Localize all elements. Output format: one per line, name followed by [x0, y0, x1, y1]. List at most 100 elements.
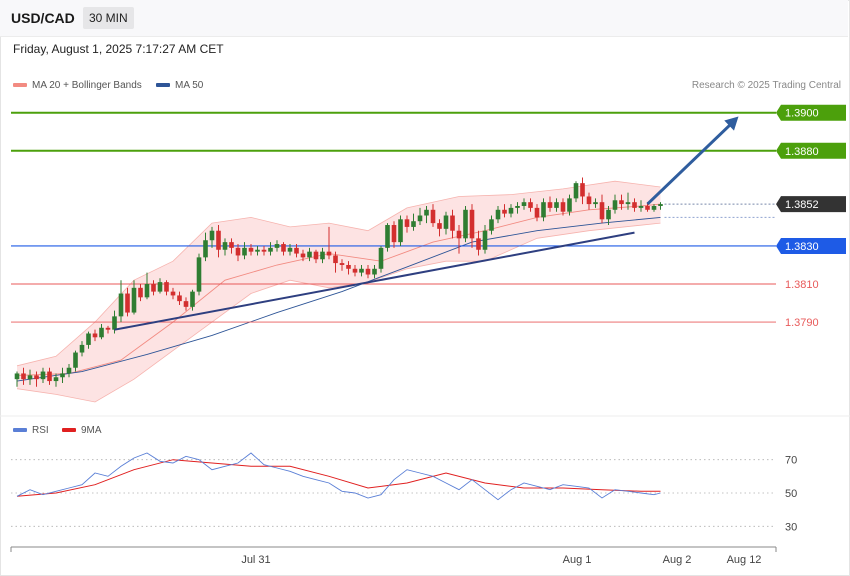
bollinger-band-fill: [17, 181, 661, 402]
candle-body: [99, 327, 104, 338]
candle-body: [489, 219, 494, 231]
candle-body: [658, 204, 663, 206]
legend-rsi-ma: 9MA: [62, 425, 102, 436]
candle-body: [456, 230, 462, 239]
candle-body: [144, 284, 150, 298]
candle-body: [346, 264, 351, 269]
candle-body: [580, 183, 585, 197]
candle-body: [385, 225, 390, 248]
legend-bollinger: MA 20 + Bollinger Bands: [13, 80, 142, 91]
legend-rsi-label: RSI: [32, 425, 49, 436]
candle-body: [112, 316, 117, 330]
candle-body: [60, 373, 65, 378]
candle-body: [573, 183, 579, 199]
candle-body: [521, 202, 527, 206]
candle-body: [339, 263, 345, 265]
legend-ma50: MA 50: [156, 80, 203, 91]
candle-body: [313, 251, 319, 260]
candle-body: [508, 207, 514, 214]
candle-body: [177, 295, 182, 302]
candle-body: [534, 207, 540, 218]
candle-body: [599, 202, 605, 220]
candle-body: [417, 215, 423, 222]
candle-body: [443, 215, 449, 229]
candle-body: [541, 202, 546, 218]
candle-body: [645, 205, 650, 210]
candle-body: [73, 352, 78, 368]
candle-body: [515, 205, 520, 208]
candle-body: [463, 209, 468, 239]
candle-body: [105, 327, 111, 330]
price-tag-label-1.3852: 1.3852: [785, 199, 819, 211]
price-tag-1.3852: [776, 196, 846, 213]
rsi-level-label-70: 70: [785, 455, 797, 467]
price-tag-1.3830: [776, 237, 846, 254]
candle-body: [125, 293, 130, 313]
timeframe-button[interactable]: 30 MIN: [83, 7, 134, 29]
candle-body: [625, 202, 631, 205]
candle-body: [567, 198, 572, 212]
candle-body: [34, 375, 39, 380]
rsi-level-label-30: 30: [785, 521, 797, 533]
candle-body: [352, 268, 358, 273]
legend-rsi-ma-label: 9MA: [81, 425, 102, 436]
candle-body: [157, 282, 163, 292]
candle-body: [261, 249, 267, 252]
candle-body: [294, 247, 299, 254]
candle-body: [190, 291, 195, 307]
candle-body: [320, 251, 325, 260]
ma50-swatch: [156, 83, 170, 88]
candle-body: [632, 202, 637, 208]
candles-group: [14, 177, 663, 387]
candle-body: [183, 301, 189, 307]
price-level-label-1.3790: 1.3790: [785, 317, 819, 329]
rsi-ma-line: [16, 459, 661, 497]
candle-body: [268, 247, 273, 252]
candle-body: [560, 202, 566, 212]
candle-body: [242, 247, 247, 256]
candle-body: [248, 247, 254, 252]
legend-rsi: RSI: [13, 425, 49, 436]
legend-ma50-label: MA 50: [175, 80, 204, 91]
candle-body: [326, 251, 332, 256]
candle-body: [79, 344, 85, 353]
price-tag-label-1.3880: 1.3880: [785, 146, 819, 158]
candle-body: [53, 377, 59, 382]
candle-body: [430, 209, 436, 224]
candle-body: [554, 202, 559, 208]
candle-body: [216, 230, 221, 250]
candle-body: [170, 291, 176, 296]
candle-body: [404, 219, 410, 227]
candle-body: [196, 257, 202, 292]
candle-body: [222, 242, 228, 250]
candle-body: [255, 249, 260, 252]
candle-body: [229, 242, 234, 248]
candle-body: [651, 205, 657, 210]
candle-body: [476, 238, 481, 250]
candle-body: [391, 225, 397, 243]
rsi-level-label-50: 50: [785, 488, 797, 500]
rsi-ma-swatch: [62, 428, 76, 433]
x-tick-label: Aug 1: [563, 554, 592, 566]
candle-body: [437, 223, 442, 229]
candle-body: [482, 230, 488, 250]
candle-body: [307, 251, 312, 258]
candle-body: [151, 284, 156, 292]
candle-body: [235, 247, 241, 256]
candle-body: [469, 209, 475, 239]
x-tick-label: Aug 2: [663, 554, 692, 566]
legend-bollinger-label: MA 20 + Bollinger Bands: [32, 80, 142, 91]
candle-body: [14, 373, 20, 380]
candle-body: [47, 371, 52, 382]
candle-body: [281, 244, 286, 252]
candle-body: [92, 333, 98, 338]
candle-body: [40, 371, 46, 380]
candle-body: [606, 209, 611, 220]
candle-body: [372, 268, 377, 275]
candle-body: [586, 196, 592, 205]
header-bar: USD/CAD 30 MIN: [0, 0, 848, 37]
candle-body: [528, 202, 533, 208]
rsi-swatch: [13, 428, 27, 433]
candle-body: [411, 221, 416, 227]
